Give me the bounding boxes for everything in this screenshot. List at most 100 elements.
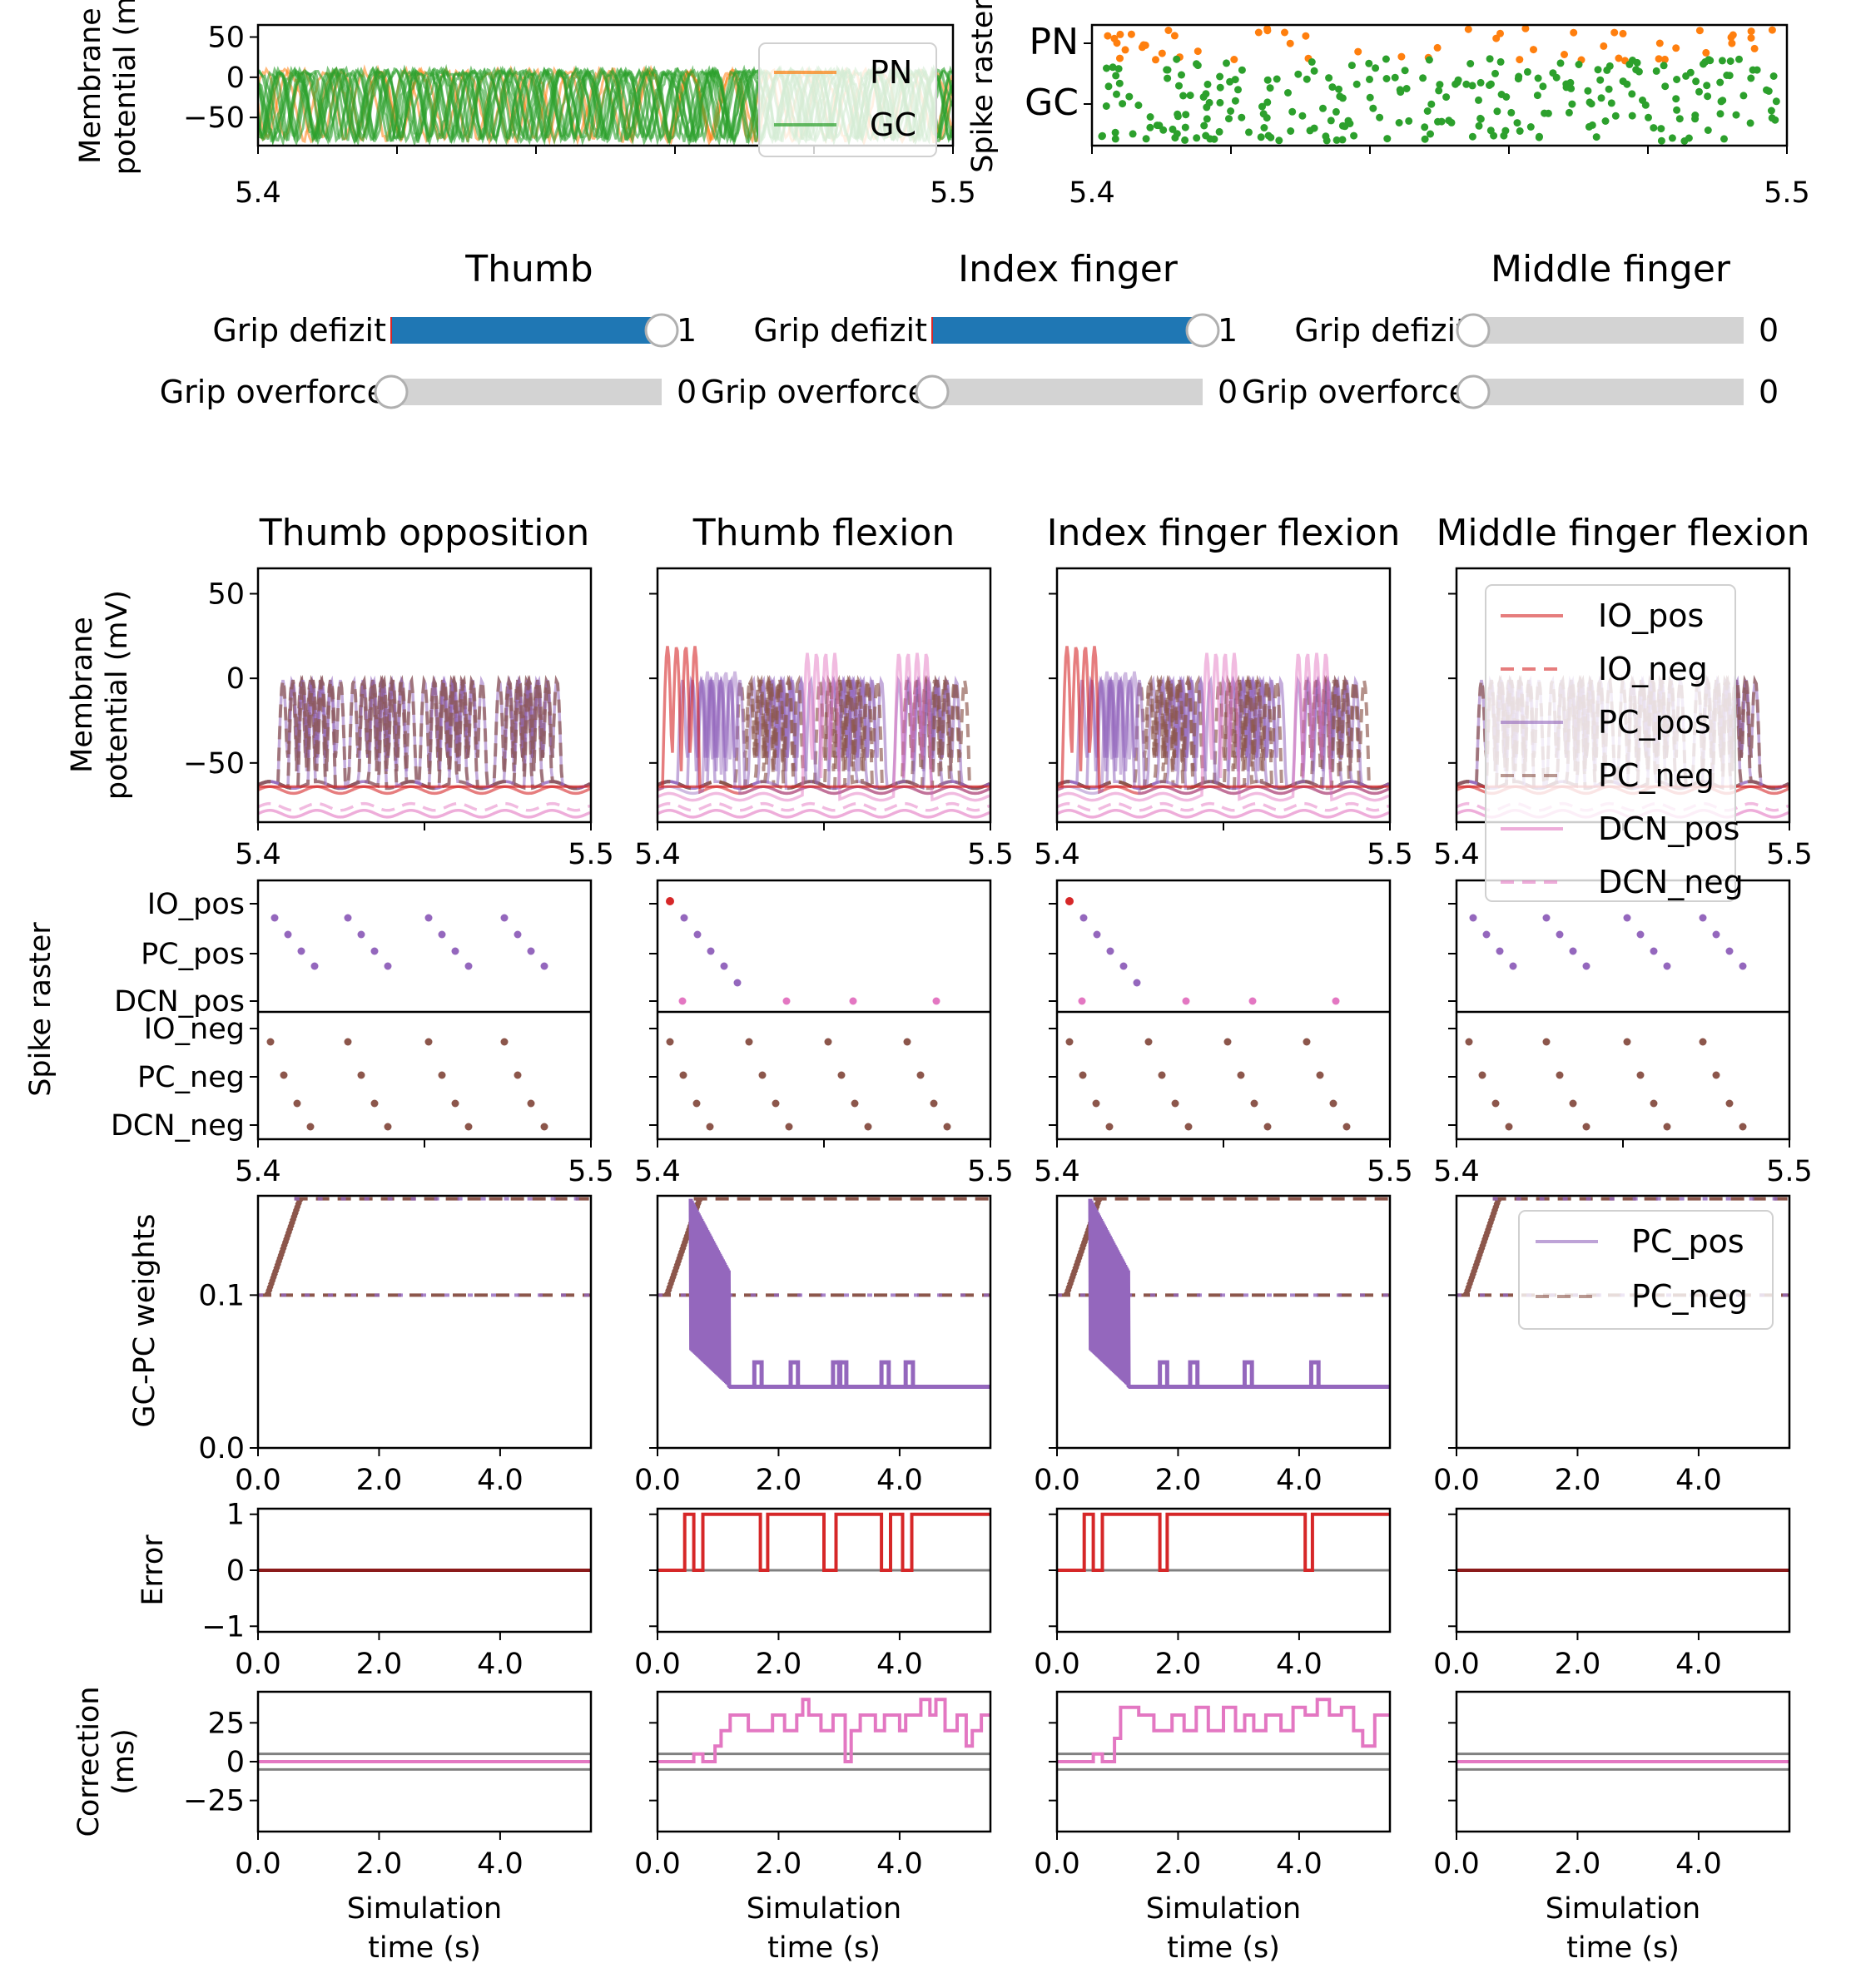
slider-handle[interactable] [1185,313,1220,348]
gc-spike [1310,124,1318,132]
top-membrane-panel: 50 0 −50 5.4 5.5 Membrane potential (m PN GC [74,0,976,210]
pc-pos-spike [1699,914,1707,922]
slider-value: 0 [1759,374,1779,410]
slider-handle[interactable] [1456,374,1491,409]
gc-spike [1383,135,1392,143]
gc-spike [1402,85,1411,92]
membrane-trace [658,652,990,802]
grip-overforce-slider[interactable]: Grip overforce 0 [701,374,1238,410]
grip-overforce-slider[interactable]: Grip overforce 0 [160,374,697,410]
neg-spike [1144,1038,1153,1046]
pc-pos-weight-bump [788,1360,801,1387]
grip-overforce-slider[interactable]: Grip overforce 0 [1242,374,1779,410]
pc-pos-weight-bump [752,1360,764,1387]
top-membrane-legend: PN GC [758,42,937,157]
gc-spike [1146,123,1154,131]
pn-spike [1281,28,1288,37]
slider-track[interactable] [1473,317,1744,344]
gc-spike [1516,127,1524,135]
pc-pos-spike [370,947,379,955]
gc-spike [1435,87,1443,95]
pc-pos-spike [464,962,473,970]
control-group-thumb: Thumb Grip defizit 1 Grip overforce 0 [160,248,697,410]
membrane-traces [1057,646,1390,819]
weights-xtick: 2.0 [1155,1464,1202,1497]
gc-spike [1182,111,1190,119]
gc-spike [1575,61,1583,68]
grip-defizit-slider[interactable]: Grip defizit 1 [753,312,1238,349]
column-thumb-flexion: Thumb flexion 5.4 5.5 5.4 5.5 0.0 2.0 4.0 0.0 2.0… [634,512,1014,1965]
weights-legend-pc-pos: PC_pos [1631,1223,1744,1260]
slider-fill [391,317,662,344]
row-label-correction-1: Correction [72,1686,106,1837]
grip-defizit-slider[interactable]: Grip defizit 0 [1294,312,1779,349]
gc-spike [1382,75,1391,82]
correction-xtick: 2.0 [1555,1847,1601,1881]
gc-spike [1216,98,1224,107]
gc-spike [1159,126,1168,134]
xaxis-label-line2: time (s) [1167,1931,1280,1965]
gc-spike [1726,57,1734,65]
xaxis-label-line1: Simulation [1546,1892,1700,1926]
gc-spike [1704,126,1712,134]
pc-pos-spike [438,930,446,939]
gc-spike [1427,130,1434,138]
gc-spike [1475,121,1483,130]
gc-spike [1111,128,1119,136]
gc-spike [1515,72,1523,81]
membrane-trace [1057,652,1390,802]
row-label-weights: GC-PC weights [128,1213,161,1427]
slider-track[interactable] [932,379,1203,405]
slider-track[interactable] [391,379,662,405]
membrane-ytick: 50 [207,578,245,612]
top-raster-xtick: 5.4 [1069,176,1115,210]
slider-handle[interactable] [374,374,409,409]
pc-pos-spike [1093,930,1101,939]
gc-spike [1146,113,1154,121]
raster-xtick: 5.4 [235,1155,281,1188]
top-membrane-ytick: −50 [183,102,245,135]
pc-pos-spike [357,930,365,939]
slider-value: 1 [677,312,697,349]
neg-spike [1079,1071,1087,1079]
slider-handle[interactable] [644,313,679,348]
gc-spike [1628,112,1636,120]
grip-defizit-slider[interactable]: Grip defizit 1 [212,312,697,349]
pn-spike [1747,27,1755,36]
row-label-membrane-2: potential (mV) [101,590,134,800]
correction-xtick: 2.0 [756,1847,802,1881]
column-title: Middle finger flexion [1436,512,1809,554]
slider-handle[interactable] [1456,313,1491,348]
gc-spike [1203,80,1212,88]
gc-spike [1193,134,1201,142]
pn-spike [1521,24,1530,32]
gc-spike [1298,112,1307,120]
gc-spike [1767,107,1775,115]
error-xtick: 4.0 [1675,1648,1722,1681]
gc-spike [1496,57,1505,66]
neg-spike [266,1038,275,1046]
gc-spike [1421,135,1429,143]
gc-spike [1594,66,1602,74]
top-raster-ytick: PN [1030,21,1079,63]
row-label-raster: Spike raster [24,922,57,1097]
pc-pos-spike [424,914,433,922]
slider-track[interactable] [1473,379,1744,405]
top-membrane-ytick: 50 [207,22,245,55]
gc-spike [1716,78,1724,87]
gc-spike [1382,55,1390,63]
pc-pos-spike [1106,947,1114,955]
neg-spike [306,1123,315,1131]
correction-xtick: 4.0 [876,1847,923,1881]
gc-spike [1134,102,1143,109]
slider-handle[interactable] [915,374,950,409]
spike-raster [1465,914,1747,1131]
correction-trace [1457,1753,1789,1771]
gc-spike [1445,117,1453,125]
weights-ramp [264,1197,304,1297]
error-xtick: 2.0 [1155,1648,1202,1681]
gc-spike [1238,66,1246,74]
neg-spike [1465,1038,1473,1046]
neg-spike [1316,1071,1324,1079]
raster-xtick: 5.5 [1367,1155,1413,1188]
